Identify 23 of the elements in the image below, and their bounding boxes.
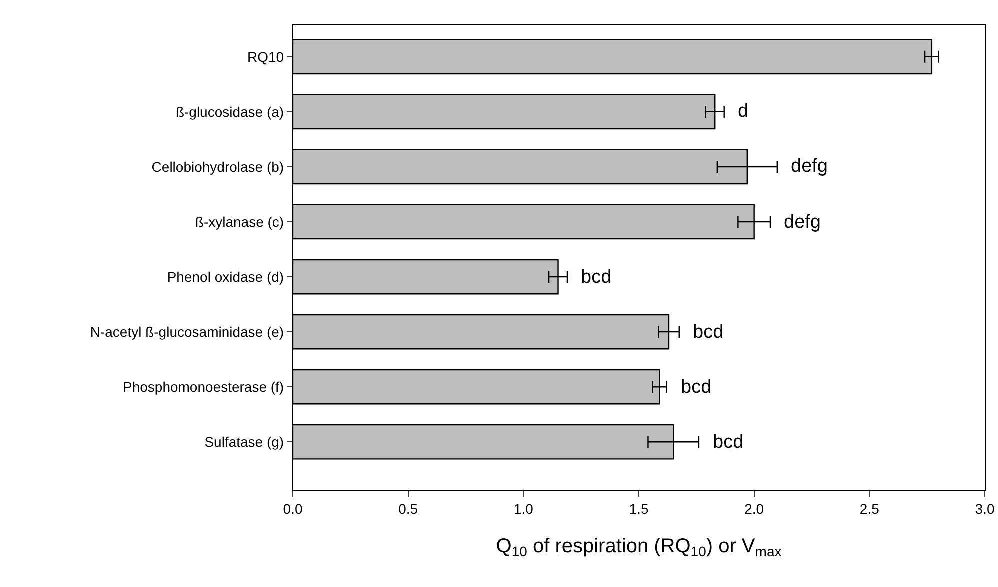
y-tick-label: Cellobiohydrolase (b) bbox=[152, 158, 284, 175]
y-tick-label: Sulfatase (g) bbox=[204, 434, 284, 450]
y-tick-label: ß-glucosidase (a) bbox=[176, 104, 284, 120]
x-tick-label: 0.5 bbox=[398, 500, 418, 517]
y-tick-label: Phenol oxidase (d) bbox=[167, 268, 284, 285]
annotation: d bbox=[738, 101, 749, 122]
y-tick-label: RQ10 bbox=[248, 48, 284, 65]
x-tick-label: 3.0 bbox=[975, 500, 995, 517]
annotation: defg bbox=[784, 212, 821, 233]
annotation: bcd bbox=[681, 377, 712, 398]
annotation: defg bbox=[791, 156, 828, 177]
x-axis-title: Q$_{10}$ of respiration (RQ$_{10}$) or V$_{max}$ bbox=[496, 535, 782, 560]
annotation: bcd bbox=[581, 267, 612, 288]
x-tick-label: 2.0 bbox=[744, 500, 764, 517]
y-tick-label: Phosphomonoesterase (f) bbox=[123, 378, 284, 395]
y-tick-label: N-acetyl ß-glucosaminidase (e) bbox=[90, 324, 284, 340]
x-tick-label: 2.5 bbox=[860, 500, 880, 517]
x-tick-label: 0.0 bbox=[283, 500, 303, 517]
annotation: bcd bbox=[693, 322, 724, 343]
annotation: bcd bbox=[713, 432, 744, 453]
y-tick-label: ß-xylanase (c) bbox=[195, 214, 284, 230]
x-tick-label: 1.0 bbox=[514, 500, 534, 517]
x-tick-label: 1.5 bbox=[629, 500, 649, 517]
